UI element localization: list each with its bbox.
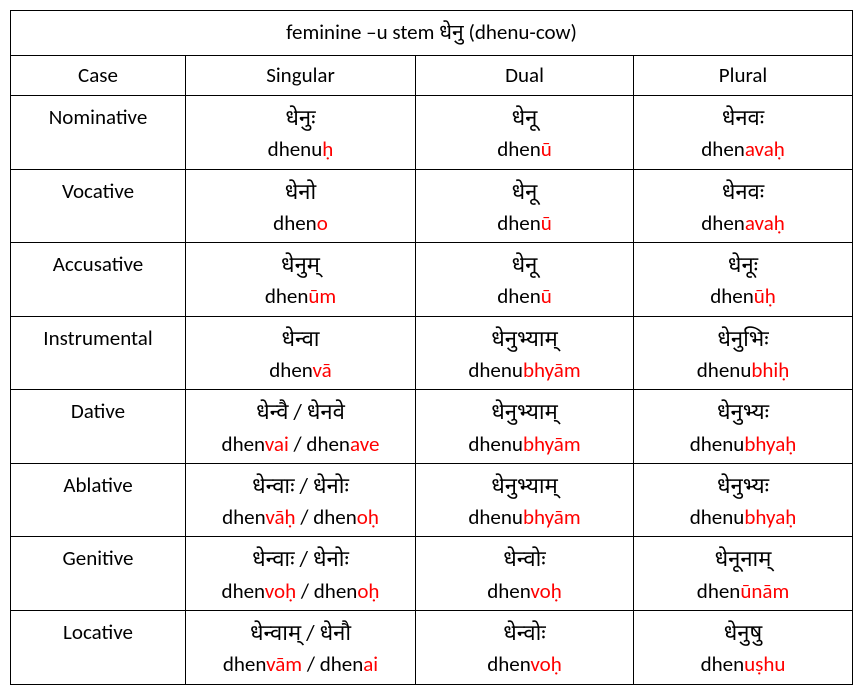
devanagari: धेनुभ्याम् xyxy=(418,468,631,503)
cell-gen-pl: धेनूनाम् dhenūnām xyxy=(634,537,853,611)
table-row: Accusative धेनुम् dhenūm धेनू dhenū धेनू… xyxy=(11,243,853,317)
transliteration: dhenuṣhu xyxy=(636,650,850,679)
devanagari: धेनू xyxy=(418,174,631,209)
cell-nom-pl: धेनवः dhenavaḥ xyxy=(634,96,853,170)
table-row: Dative धेन्वै / धेनवे dhenvai / dhenave … xyxy=(11,390,853,464)
transliteration: dhenubhyaḥ xyxy=(636,430,850,459)
case-label: Instrumental xyxy=(11,316,186,390)
table-row: Vocative धेनो dheno धेनू dhenū धेनवः dhe… xyxy=(11,169,853,243)
cell-abl-pl: धेनुभ्यः dhenubhyaḥ xyxy=(634,463,853,537)
transliteration: dhenvām / dhenai xyxy=(188,650,413,679)
cell-dat-pl: धेनुभ्यः dhenubhyaḥ xyxy=(634,390,853,464)
cell-nom-du: धेनू dhenū xyxy=(416,96,634,170)
transliteration: dheno xyxy=(188,209,413,238)
header-plural: Plural xyxy=(634,55,853,96)
devanagari: धेनवः xyxy=(636,100,850,135)
transliteration: dhenvoḥ xyxy=(418,650,631,679)
transliteration: dhenvoḥ xyxy=(418,577,631,606)
devanagari: धेन्वोः xyxy=(418,541,631,576)
devanagari: धेनुभ्यः xyxy=(636,468,850,503)
cell-voc-sg: धेनो dheno xyxy=(186,169,416,243)
cell-gen-sg: धेन्वाः / धेनोः dhenvoḥ / dhenoḥ xyxy=(186,537,416,611)
transliteration: dhenavaḥ xyxy=(636,209,850,238)
transliteration: dhenūnām xyxy=(636,577,850,606)
transliteration: dhenubhyaḥ xyxy=(636,503,850,532)
devanagari: धेनुभ्याम् xyxy=(418,321,631,356)
case-label: Nominative xyxy=(11,96,186,170)
table-row: Ablative धेन्वाः / धेनोः dhenvāḥ / dheno… xyxy=(11,463,853,537)
case-label: Dative xyxy=(11,390,186,464)
cell-dat-sg: धेन्वै / धेनवे dhenvai / dhenave xyxy=(186,390,416,464)
devanagari: धेन्वाः / धेनोः xyxy=(188,541,413,576)
devanagari: धेन्वै / धेनवे xyxy=(188,394,413,429)
transliteration: dhenūḥ xyxy=(636,282,850,311)
cell-dat-du: धेनुभ्याम् dhenubhyām xyxy=(416,390,634,464)
devanagari: धेनूः xyxy=(636,247,850,282)
cell-gen-du: धेन्वोः dhenvoḥ xyxy=(416,537,634,611)
table-row: Nominative धेनुः dhenuḥ धेनू dhenū धेनवः… xyxy=(11,96,853,170)
devanagari: धेनुः xyxy=(188,100,413,135)
cell-nom-sg: धेनुः dhenuḥ xyxy=(186,96,416,170)
cell-abl-sg: धेन्वाः / धेनोः dhenvāḥ / dhenoḥ xyxy=(186,463,416,537)
devanagari: धेनवः xyxy=(636,174,850,209)
cell-ins-sg: धेन्वा dhenvā xyxy=(186,316,416,390)
case-label: Locative xyxy=(11,611,186,685)
devanagari: धेनूनाम् xyxy=(636,541,850,576)
devanagari: धेनुषु xyxy=(636,615,850,650)
header-dual: Dual xyxy=(416,55,634,96)
devanagari: धेनो xyxy=(188,174,413,209)
cell-acc-sg: धेनुम् dhenūm xyxy=(186,243,416,317)
case-label: Vocative xyxy=(11,169,186,243)
transliteration: dhenvā xyxy=(188,356,413,385)
transliteration: dhenuḥ xyxy=(188,135,413,164)
devanagari: धेनुभ्याम् xyxy=(418,394,631,429)
devanagari: धेनू xyxy=(418,100,631,135)
transliteration: dhenubhyām xyxy=(418,430,631,459)
transliteration: dhenū xyxy=(418,209,631,238)
header-case: Case xyxy=(11,55,186,96)
transliteration: dhenū xyxy=(418,135,631,164)
cell-acc-du: धेनू dhenū xyxy=(416,243,634,317)
devanagari: धेनुभिः xyxy=(636,321,850,356)
cell-abl-du: धेनुभ्याम् dhenubhyām xyxy=(416,463,634,537)
devanagari: धेनुभ्यः xyxy=(636,394,850,429)
devanagari: धेन्वा xyxy=(188,321,413,356)
header-singular: Singular xyxy=(186,55,416,96)
transliteration: dhenubhiḥ xyxy=(636,356,850,385)
transliteration: dhenvoḥ / dhenoḥ xyxy=(188,577,413,606)
table-row: Instrumental धेन्वा dhenvā धेनुभ्याम् dh… xyxy=(11,316,853,390)
devanagari: धेनू xyxy=(418,247,631,282)
cell-ins-du: धेनुभ्याम् dhenubhyām xyxy=(416,316,634,390)
cell-loc-sg: धेन्वाम् / धेनौ dhenvām / dhenai xyxy=(186,611,416,685)
cell-acc-pl: धेनूः dhenūḥ xyxy=(634,243,853,317)
declension-table: feminine –u stem धेनु (dhenu-cow) Case S… xyxy=(10,10,853,685)
case-label: Ablative xyxy=(11,463,186,537)
case-label: Genitive xyxy=(11,537,186,611)
devanagari: धेन्वाम् / धेनौ xyxy=(188,615,413,650)
cell-loc-pl: धेनुषु dhenuṣhu xyxy=(634,611,853,685)
cell-voc-du: धेनू dhenū xyxy=(416,169,634,243)
transliteration: dhenubhyām xyxy=(418,503,631,532)
transliteration: dhenavaḥ xyxy=(636,135,850,164)
transliteration: dhenū xyxy=(418,282,631,311)
case-label: Accusative xyxy=(11,243,186,317)
cell-voc-pl: धेनवः dhenavaḥ xyxy=(634,169,853,243)
devanagari: धेन्वाः / धेनोः xyxy=(188,468,413,503)
devanagari: धेन्वोः xyxy=(418,615,631,650)
transliteration: dhenūm xyxy=(188,282,413,311)
cell-ins-pl: धेनुभिः dhenubhiḥ xyxy=(634,316,853,390)
transliteration: dhenvai / dhenave xyxy=(188,430,413,459)
transliteration: dhenvāḥ / dhenoḥ xyxy=(188,503,413,532)
table-row: Locative धेन्वाम् / धेनौ dhenvām / dhena… xyxy=(11,611,853,685)
devanagari: धेनुम् xyxy=(188,247,413,282)
cell-loc-du: धेन्वोः dhenvoḥ xyxy=(416,611,634,685)
transliteration: dhenubhyām xyxy=(418,356,631,385)
table-row: Genitive धेन्वाः / धेनोः dhenvoḥ / dheno… xyxy=(11,537,853,611)
table-title: feminine –u stem धेनु (dhenu-cow) xyxy=(11,11,853,56)
